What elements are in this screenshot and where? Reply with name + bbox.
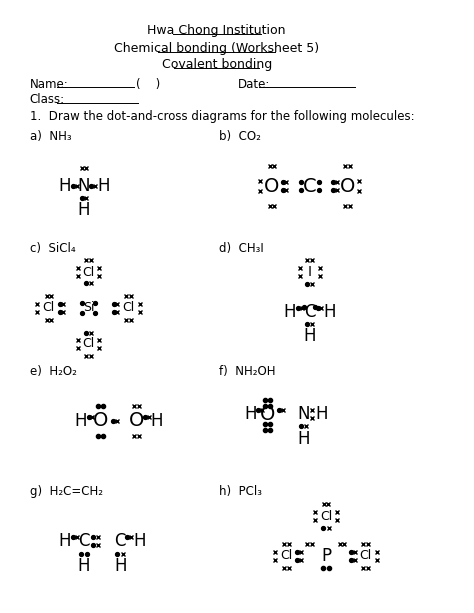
Text: Cl: Cl bbox=[43, 302, 55, 314]
Text: Cl: Cl bbox=[82, 337, 95, 350]
Text: Covalent bonding: Covalent bonding bbox=[162, 58, 272, 70]
Text: C: C bbox=[78, 532, 90, 550]
Text: Chemical bonding (Worksheet 5): Chemical bonding (Worksheet 5) bbox=[114, 42, 319, 55]
Text: P: P bbox=[321, 547, 331, 565]
Text: Cl: Cl bbox=[280, 549, 292, 562]
Text: f)  NH₂OH: f) NH₂OH bbox=[219, 365, 276, 378]
Text: C: C bbox=[114, 532, 126, 550]
Text: (    ): ( ) bbox=[137, 77, 161, 91]
Text: H: H bbox=[303, 327, 316, 345]
Text: H: H bbox=[245, 405, 257, 423]
Text: Name:: Name: bbox=[30, 77, 69, 91]
Text: h)  PCl₃: h) PCl₃ bbox=[219, 485, 263, 498]
Text: H: H bbox=[78, 201, 90, 219]
Text: I: I bbox=[308, 265, 312, 280]
Text: O: O bbox=[129, 411, 144, 430]
Text: H: H bbox=[114, 557, 127, 574]
Text: H: H bbox=[297, 430, 310, 447]
Text: C: C bbox=[303, 177, 317, 196]
Text: Date:: Date: bbox=[237, 77, 270, 91]
Text: N: N bbox=[78, 177, 90, 195]
Text: H: H bbox=[78, 557, 90, 574]
Text: d)  CH₃I: d) CH₃I bbox=[219, 242, 264, 255]
Text: O: O bbox=[92, 411, 108, 430]
Text: Cl: Cl bbox=[320, 509, 332, 523]
Text: c)  SiCl₄: c) SiCl₄ bbox=[30, 242, 75, 255]
Text: H: H bbox=[323, 303, 336, 321]
Text: Hwa Chong Institution: Hwa Chong Institution bbox=[147, 24, 286, 37]
Text: Cl: Cl bbox=[122, 302, 135, 314]
Text: O: O bbox=[264, 177, 280, 196]
Text: Cl: Cl bbox=[82, 266, 95, 279]
Text: Si: Si bbox=[83, 302, 94, 314]
Text: H: H bbox=[58, 532, 71, 550]
Text: H: H bbox=[58, 177, 71, 195]
Text: Cl: Cl bbox=[360, 549, 372, 562]
Text: H: H bbox=[98, 177, 110, 195]
Text: H: H bbox=[134, 532, 146, 550]
Text: 1.  Draw the dot-and-cross diagrams for the following molecules:: 1. Draw the dot-and-cross diagrams for t… bbox=[30, 110, 414, 123]
Text: e)  H₂O₂: e) H₂O₂ bbox=[30, 365, 77, 378]
Text: a)  NH₃: a) NH₃ bbox=[30, 130, 72, 143]
Text: N: N bbox=[297, 405, 310, 423]
Text: H: H bbox=[283, 303, 296, 321]
Text: H: H bbox=[74, 412, 87, 430]
Text: O: O bbox=[340, 177, 356, 196]
Text: H: H bbox=[150, 412, 163, 430]
Text: H: H bbox=[315, 405, 328, 423]
Text: b)  CO₂: b) CO₂ bbox=[219, 130, 261, 143]
Text: O: O bbox=[260, 405, 275, 424]
Text: Class:: Class: bbox=[30, 93, 65, 107]
Text: g)  H₂C=CH₂: g) H₂C=CH₂ bbox=[30, 485, 103, 498]
Text: C: C bbox=[304, 303, 316, 321]
